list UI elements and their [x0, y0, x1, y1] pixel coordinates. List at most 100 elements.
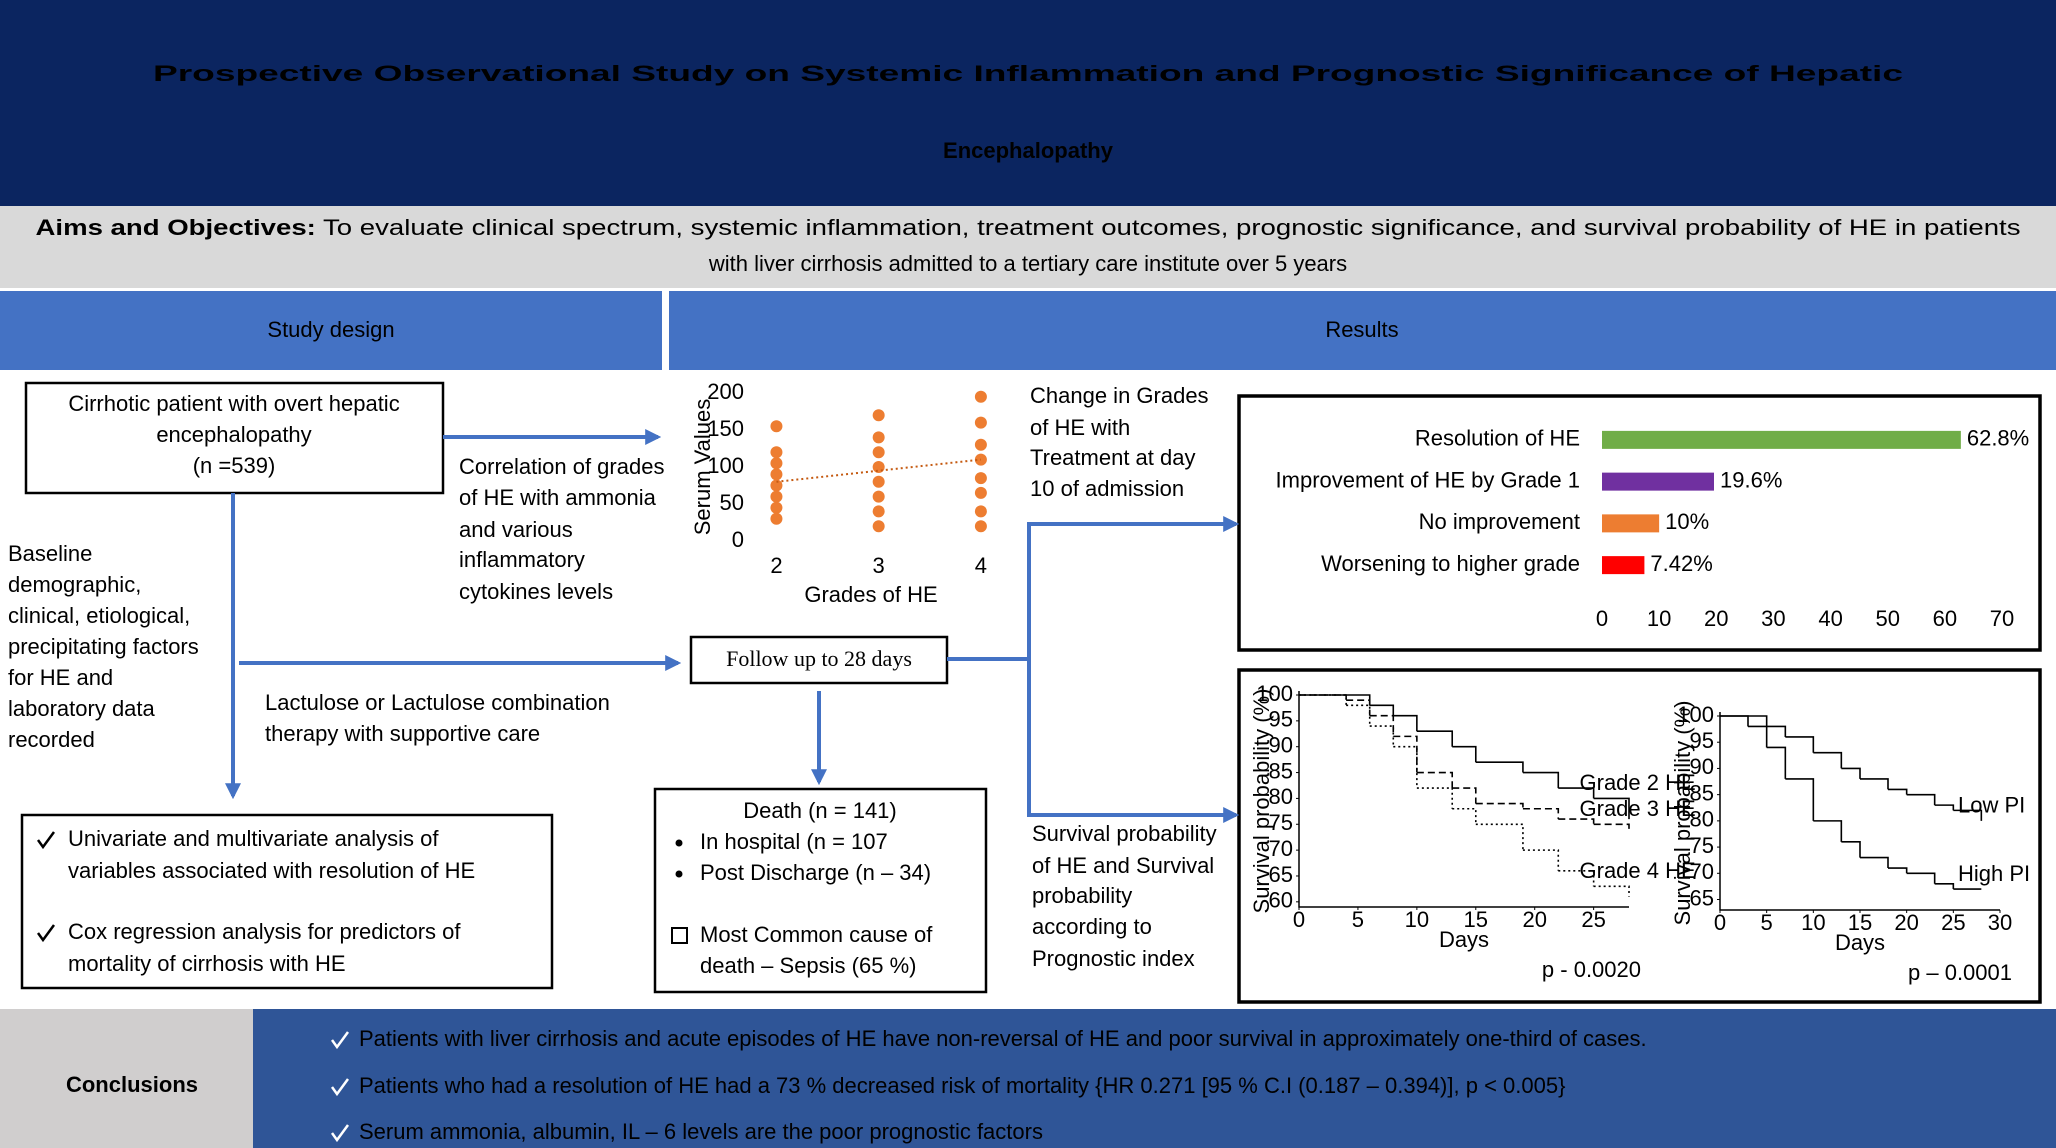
- survival-step: [1906, 793, 1936, 806]
- point: [770, 420, 783, 433]
- y-tick-label: 65: [1690, 885, 1714, 910]
- correlation-note: Correlation of grades: [459, 454, 664, 479]
- y-tick-label: 0: [732, 527, 744, 552]
- survival-step: [1369, 704, 1395, 716]
- patient-box-text: Cirrhotic patient with overt hepatic: [68, 391, 399, 416]
- aims-label: Aims and Objectives:: [36, 215, 316, 240]
- point: [872, 431, 885, 444]
- point: [872, 446, 885, 459]
- point: [872, 475, 885, 488]
- y-tick-label: 100: [707, 453, 744, 478]
- baseline-note: demographic,: [8, 572, 141, 597]
- conclusions-label: Conclusions: [66, 1072, 198, 1097]
- y-tick-label: 90: [1690, 754, 1714, 779]
- y-tick-label: 70: [1690, 859, 1714, 884]
- correlation-note: and various: [459, 517, 573, 542]
- point: [974, 390, 987, 403]
- point: [770, 479, 783, 492]
- survival-note: of HE and Survival: [1032, 853, 1214, 878]
- correlation-note: of HE with ammonia: [459, 485, 657, 510]
- y-tick-label: 50: [720, 490, 744, 515]
- survival-step: [1593, 823, 1630, 830]
- series-label: Low PI: [1958, 793, 2025, 818]
- survival-step: [1906, 872, 1936, 884]
- x-tick-label: 10: [1405, 907, 1429, 932]
- x-tick-label: 20: [1522, 907, 1546, 932]
- survival-note: according to: [1032, 914, 1152, 939]
- follow-up-box: [689, 635, 949, 685]
- death-bullet: Post Discharge (n – 34): [700, 860, 931, 885]
- survival-step: [1934, 804, 1955, 811]
- baseline-note: laboratory data: [8, 696, 156, 721]
- y-tick-label: 95: [1690, 728, 1714, 753]
- value-label: 62.8%: [1967, 426, 2029, 451]
- survival-step: [1841, 841, 1861, 858]
- grade-change-note: Treatment at day: [1030, 445, 1195, 470]
- survival-step: [1416, 771, 1454, 789]
- section-title: Results: [1325, 317, 1398, 342]
- bullet: [675, 870, 683, 878]
- x-tick-label: 25: [1581, 907, 1605, 932]
- survival-step: [1813, 751, 1843, 769]
- survival-step: [1452, 745, 1477, 763]
- y-tick-label: 80: [1690, 807, 1714, 832]
- survival-note: Prognostic index: [1032, 946, 1195, 971]
- death-note: death – Sepsis (65 %): [700, 953, 916, 978]
- survival-step: [1346, 699, 1371, 716]
- point: [770, 468, 783, 481]
- trendline: [776, 458, 981, 483]
- point: [974, 416, 987, 429]
- bullet: [675, 839, 683, 847]
- category-label: No improvement: [1419, 509, 1580, 534]
- bar: [1602, 514, 1660, 533]
- category-label: Resolution of HE: [1415, 426, 1580, 451]
- point: [770, 457, 783, 470]
- aims-text: To evaluate clinical spectrum, systemic …: [323, 215, 2020, 240]
- survival-step: [1766, 725, 1787, 737]
- title: Encephalopathy: [943, 138, 1114, 163]
- x-tick-label: 70: [1990, 606, 2014, 631]
- survival-step: [1416, 730, 1454, 747]
- x-tick-label: 3: [873, 553, 885, 578]
- survival-step: [1720, 715, 1749, 727]
- x-tick-label: 25: [1941, 910, 1965, 935]
- y-tick-label: 65: [1269, 862, 1293, 887]
- x-tick-label: 4: [975, 553, 987, 578]
- survival-step: [1934, 882, 1955, 890]
- survival-step: [1475, 802, 1524, 809]
- survival-step: [1748, 715, 1768, 727]
- y-tick-label: 75: [1690, 833, 1714, 858]
- aims-band: [0, 206, 2056, 288]
- p-value: p - 0.0020: [1542, 957, 1641, 982]
- death-box: [653, 787, 988, 994]
- y-tick-label: 95: [1269, 707, 1293, 732]
- survival-step: [1813, 820, 1843, 842]
- conclusions-label-band: [0, 1009, 253, 1148]
- treatment-note: Lactulose or Lactulose combination: [265, 690, 610, 715]
- patient-box-text: encephalopathy: [156, 422, 311, 447]
- aims-line: with liver cirrhosis admitted to a terti…: [708, 251, 1347, 276]
- x-tick-label: 30: [1761, 606, 1785, 631]
- study-design-band: [0, 291, 662, 370]
- x-tick-label: 10: [1801, 910, 1825, 935]
- series-label: Grade 2 HE: [1580, 770, 1696, 795]
- checkbox-icon: [671, 927, 688, 944]
- survival-step: [1888, 788, 1908, 795]
- bar: [1602, 472, 1714, 491]
- survival-step: [1393, 745, 1418, 789]
- x-tick-label: 10: [1647, 606, 1671, 631]
- survival-step: [1593, 885, 1630, 897]
- y-tick-label: 80: [1269, 784, 1293, 809]
- y-tick-label: 100: [1256, 681, 1293, 706]
- analysis-box: [20, 813, 554, 990]
- point: [770, 446, 783, 459]
- analysis-text: mortality of cirrhosis with HE: [68, 951, 346, 976]
- title: Prospective Observational Study on Syste…: [153, 61, 1903, 86]
- survival-step: [1369, 714, 1395, 737]
- baseline-note: precipitating factors: [8, 634, 199, 659]
- series-label: Grade 3 HE: [1580, 796, 1696, 821]
- grade-change-note: Change in Grades: [1030, 383, 1209, 408]
- point: [872, 520, 885, 533]
- point: [872, 409, 885, 422]
- aims-line: Aims and Objectives: To evaluate clinica…: [36, 215, 2021, 240]
